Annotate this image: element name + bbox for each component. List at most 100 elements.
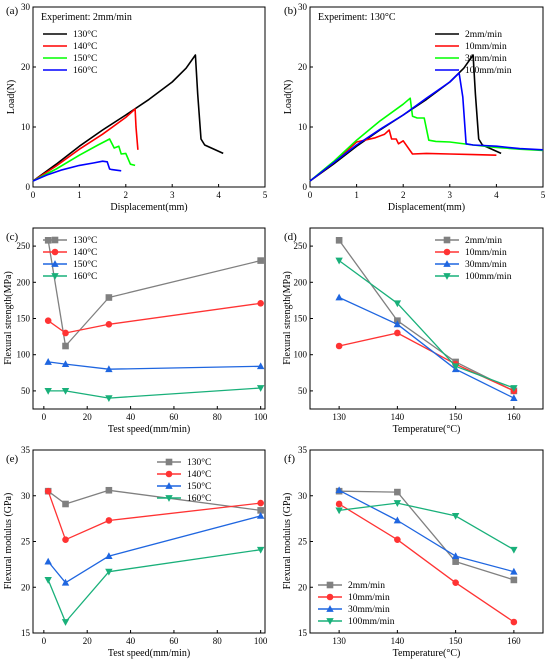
series-line	[309, 72, 544, 182]
data-point	[335, 257, 343, 265]
plot-frame	[309, 449, 544, 634]
x-tick-label: 4	[494, 190, 499, 200]
data-point	[105, 395, 113, 403]
legend-label: 150°C	[73, 259, 97, 270]
legend-marker	[443, 236, 451, 244]
legend-marker	[51, 260, 59, 267]
data-point	[393, 320, 402, 328]
legend-label: 150°C	[187, 481, 211, 492]
legend-label: 140°C	[187, 469, 211, 480]
data-point	[335, 237, 343, 244]
x-tick-label: 140	[391, 412, 405, 422]
data-point	[44, 317, 52, 324]
data-point	[105, 294, 113, 301]
legend-marker	[443, 260, 451, 267]
data-point	[393, 300, 402, 308]
legend-marker	[326, 593, 334, 601]
data-point	[61, 360, 70, 368]
data-point	[393, 500, 402, 507]
y-tick-label: 30	[21, 491, 31, 501]
series-line	[339, 502, 515, 551]
y-tick-label: 25	[21, 537, 31, 547]
x-tick-label: 0	[42, 636, 47, 646]
data-point	[62, 536, 69, 543]
series-line	[309, 97, 544, 182]
series-line	[47, 489, 261, 512]
data-point	[61, 388, 70, 395]
series-line	[309, 129, 497, 182]
y-tick-label: 20	[298, 582, 308, 592]
x-tick-label: 100	[254, 636, 268, 646]
series-line	[338, 239, 515, 392]
data-point	[394, 329, 401, 337]
y-tick-label: 150	[17, 314, 31, 324]
legend-label: 140°C	[73, 247, 97, 258]
x-axis-label: Temperature(°C)	[393, 648, 461, 659]
data-point	[510, 618, 518, 626]
data-point	[510, 576, 518, 584]
legend-label: 160°C	[187, 493, 211, 504]
panel-label: (d)	[284, 231, 297, 243]
x-tick-label: 20	[83, 412, 93, 422]
data-point	[62, 329, 69, 337]
y-tick-label: 35	[21, 445, 31, 455]
legend-label: 130°C	[73, 235, 97, 246]
legend-label: 2mm/min	[348, 581, 385, 591]
data-point	[44, 487, 52, 495]
panel-label: (b)	[284, 5, 297, 17]
chart-panel: 0 1 2 3 4 5 0 10 20 30 Displacement(mm) Load(N) (a) E…	[6, 2, 268, 213]
y-tick-label: 250	[17, 241, 31, 251]
data-point	[257, 507, 264, 514]
y-tick-label: 35	[298, 445, 308, 455]
data-point	[257, 299, 264, 307]
legend-label: 30mm/min	[465, 54, 507, 64]
y-tick-label: 20	[298, 62, 308, 72]
x-tick-label: 3	[170, 190, 175, 200]
y-tick-label: 250	[294, 241, 308, 251]
y-tick-label: 15	[298, 628, 308, 638]
legend-marker	[165, 482, 173, 489]
plot-frame	[32, 6, 266, 188]
data-point	[451, 552, 460, 560]
panel-title: Experiment: 2mm/min	[41, 12, 132, 23]
data-point	[335, 342, 343, 350]
panel-label: (c)	[6, 231, 19, 243]
x-tick-label: 4	[216, 190, 221, 200]
legend-label: 130°C	[187, 457, 211, 468]
data-point	[452, 579, 459, 586]
x-tick-label: 2	[124, 190, 129, 200]
y-axis-label: Load(N)	[6, 80, 17, 114]
y-tick-label: 15	[21, 628, 31, 638]
data-point	[335, 293, 343, 301]
legend-label: 10mm/min	[465, 248, 507, 258]
series-line	[338, 503, 515, 623]
y-tick-label: 150	[294, 314, 308, 324]
data-point	[335, 486, 343, 494]
legend-marker	[51, 236, 59, 244]
data-point	[394, 536, 401, 543]
data-point	[257, 257, 264, 264]
legend-marker	[165, 495, 173, 502]
data-point	[510, 394, 518, 402]
x-tick-label: 80	[213, 636, 223, 646]
x-tick-label: 130	[332, 636, 346, 646]
y-tick-label: 200	[294, 277, 308, 287]
legend-label: 30mm/min	[348, 605, 390, 615]
data-point	[510, 567, 518, 575]
data-point	[335, 500, 343, 508]
series-line	[32, 160, 122, 182]
legend-marker	[443, 273, 451, 280]
series-line	[47, 240, 261, 347]
chart-panel: 0 20 40 60 80 100 15 20 25 30 35 Test speed(mm/min)…	[3, 445, 268, 659]
legend-label: 100mm/min	[348, 617, 395, 627]
series-line	[47, 302, 261, 334]
chart-panel: 130 140 150 160 50 100 150 200 250 Temperature(°C…	[282, 227, 544, 435]
legend-label: 150°C	[73, 53, 97, 64]
series-line	[48, 387, 261, 399]
chart-panel: 0 1 2 3 4 5 0 10 20 30 Displacement(mm) Load(N) (b) E…	[283, 2, 546, 213]
series-line	[47, 515, 261, 584]
data-point	[44, 577, 52, 584]
x-tick-label: 20	[83, 636, 93, 646]
